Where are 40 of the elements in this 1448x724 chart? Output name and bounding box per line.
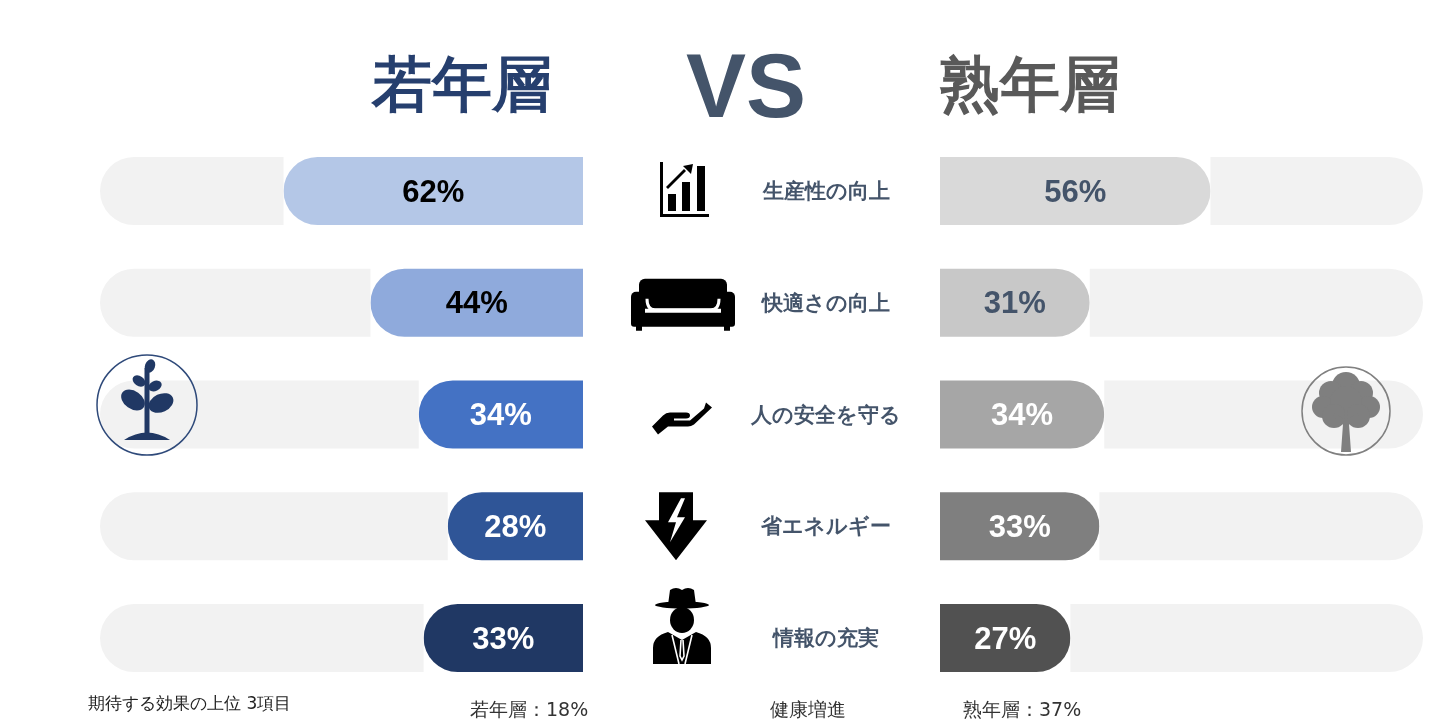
text: VS: [685, 36, 807, 136]
y-tick-label: 生産性の向上: [761, 179, 890, 203]
bar: [940, 268, 1090, 337]
bar: [1210, 157, 1423, 225]
bar: [940, 380, 1105, 449]
bar: [940, 604, 1071, 672]
y-tick-label: 情報の充実: [771, 626, 879, 650]
bar: [370, 268, 583, 337]
bar: [940, 157, 1211, 225]
bar: [423, 604, 583, 672]
bar: [447, 492, 583, 561]
bar: [1099, 492, 1423, 561]
bar: [100, 268, 371, 337]
text: 若年層：18%: [470, 698, 589, 720]
bar: [100, 604, 424, 672]
bar: [1070, 604, 1423, 672]
data-label: 31%: [983, 285, 1046, 321]
y-tick-label: 人の安全を守る: [750, 402, 901, 427]
y-tick-label: 快適さの向上: [760, 290, 890, 315]
bar: [940, 492, 1100, 561]
bar: [1089, 268, 1423, 337]
data-label: 34%: [991, 397, 1054, 432]
data-label: 33%: [988, 508, 1051, 544]
data-label: 33%: [472, 620, 535, 656]
chart-title: 熟年層: [939, 49, 1120, 119]
annotation: 期待する効果の上位 3項目: [88, 693, 292, 713]
bar: [100, 492, 448, 561]
y-tick-label: 省エネルギー: [760, 514, 891, 539]
data-label: 27%: [974, 620, 1037, 656]
data-label: 44%: [445, 285, 508, 321]
text: 熟年層：37%: [963, 698, 1082, 720]
bar: [283, 157, 583, 225]
chart-title: 若年層: [370, 49, 552, 119]
bar: [100, 157, 284, 225]
text: 健康増進: [770, 698, 846, 720]
data-label: 56%: [1044, 173, 1107, 209]
data-label: 28%: [484, 508, 547, 544]
data-label: 34%: [469, 397, 532, 432]
data-label: 62%: [402, 173, 465, 209]
bar: [418, 380, 583, 449]
